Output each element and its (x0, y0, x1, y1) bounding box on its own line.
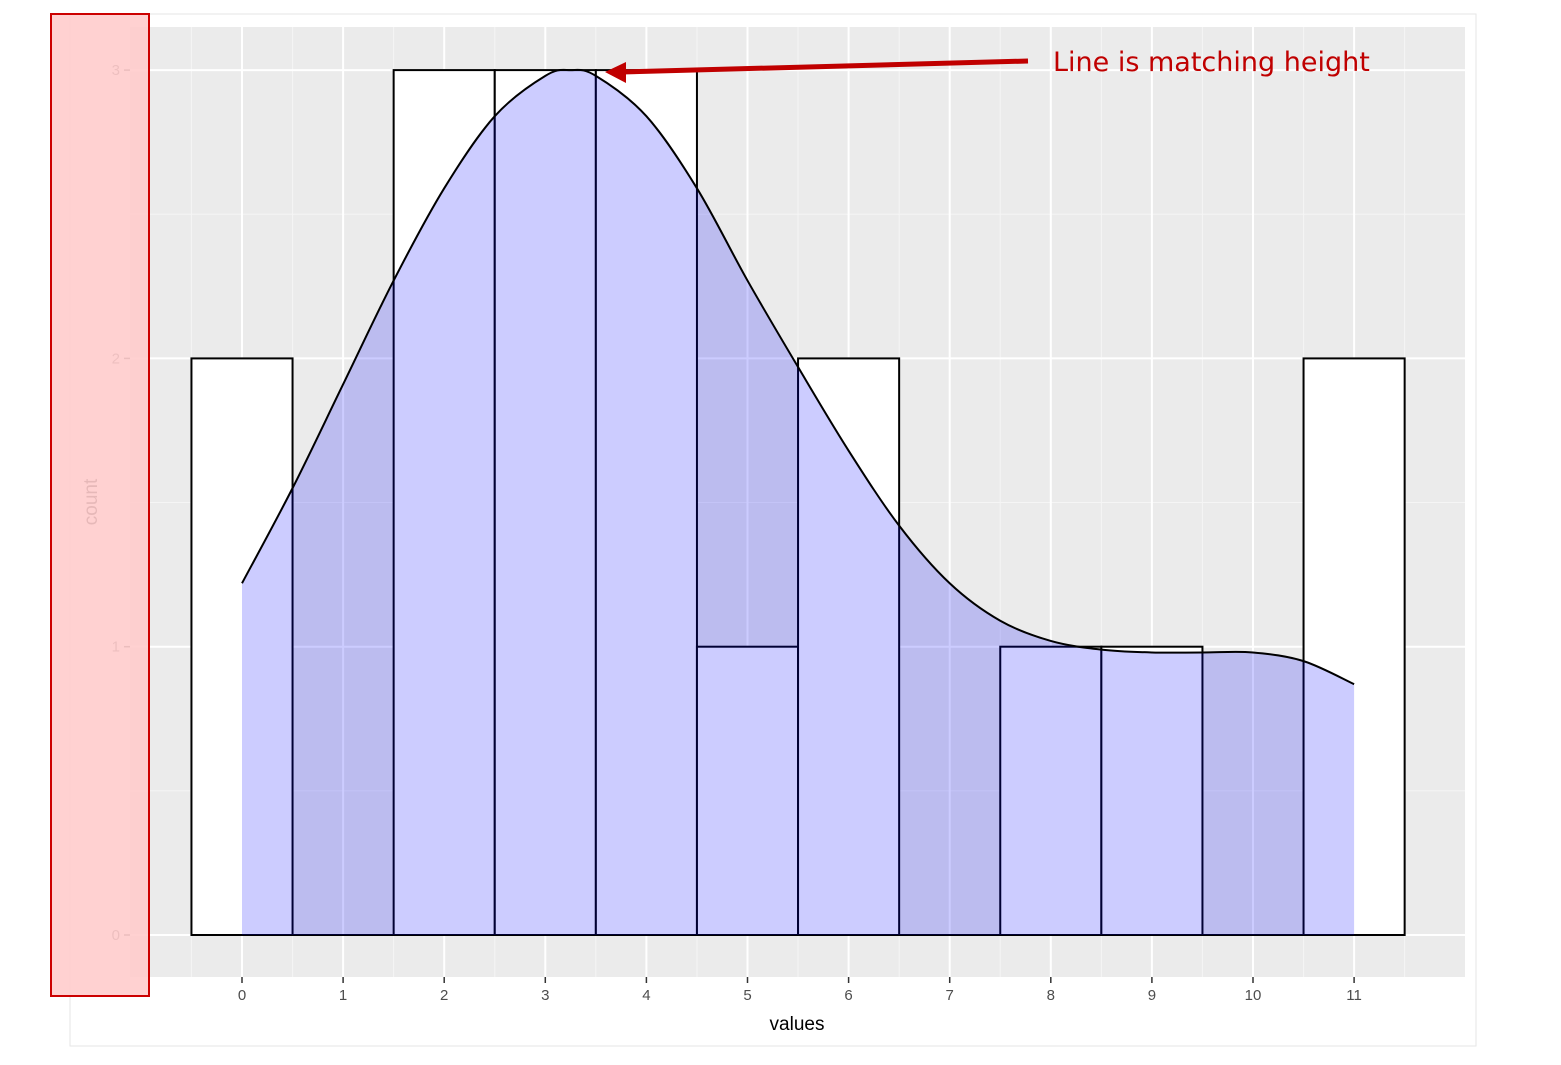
x-tick-label: 11 (1346, 987, 1362, 1004)
x-tick-label: 7 (946, 987, 954, 1004)
histogram-bars (190, 69, 1406, 937)
histogram-bar (999, 645, 1103, 936)
x-tick-label: 2 (440, 987, 448, 1004)
x-tick-label: 4 (642, 987, 650, 1004)
x-axis-title: values (770, 1014, 825, 1035)
histogram-bar (493, 69, 597, 937)
x-tick-label: 8 (1047, 987, 1055, 1004)
x-tick-label: 6 (844, 987, 852, 1004)
histogram-bar (190, 357, 294, 936)
x-tick-label: 10 (1245, 987, 1262, 1004)
density-line (241, 68, 1355, 686)
histogram-bar (1100, 645, 1204, 936)
annotation-arrow-line (621, 58, 1029, 75)
x-tick-label: 1 (339, 987, 347, 1004)
histogram-bar (392, 69, 496, 937)
x-tick-label: 0 (238, 987, 246, 1004)
annotation-text: Line is matching height (1053, 47, 1370, 78)
histogram-bar (594, 69, 698, 937)
annotation: Line is matching height (605, 47, 1370, 83)
histogram-bar (1302, 357, 1406, 936)
x-tick-label: 3 (541, 987, 549, 1004)
histogram-bar (695, 645, 800, 936)
histogram-bar (797, 357, 901, 936)
x-tick-label: 5 (743, 987, 751, 1004)
x-axis-ticks: 0 1 2 3 4 5 6 7 8 9 10 11 (238, 977, 1362, 1004)
density-area (242, 69, 1355, 935)
density-curve (241, 68, 1355, 935)
x-tick-label: 9 (1148, 987, 1156, 1004)
annotation-arrow-head (605, 62, 626, 83)
y-axis-highlight-box (50, 13, 150, 997)
